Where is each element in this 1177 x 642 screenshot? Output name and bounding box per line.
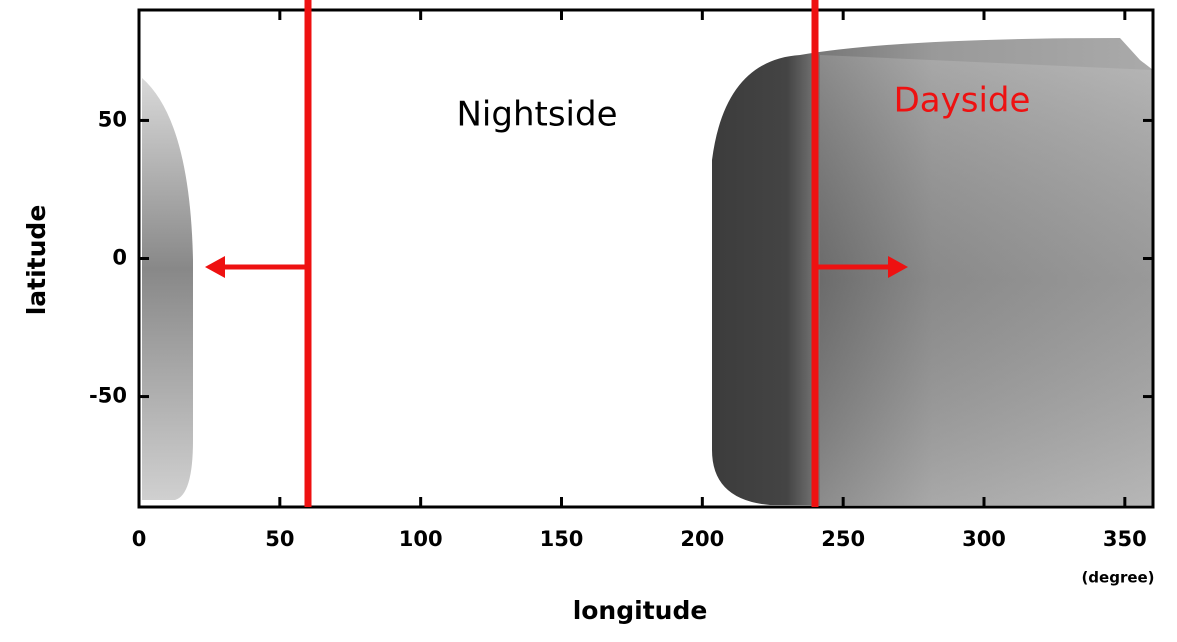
x-axis-label: longitude — [573, 596, 708, 625]
x-tick-label: 150 — [540, 527, 584, 551]
dayside-label: Dayside — [894, 81, 1031, 121]
x-tick-label: 300 — [962, 527, 1006, 551]
x-tick-label: 0 — [132, 527, 147, 551]
x-tick-label: 250 — [821, 527, 865, 551]
x-tick-label: 200 — [680, 527, 724, 551]
dayside-shading — [820, 55, 1153, 505]
y-axis-label: latitude — [22, 205, 51, 316]
nightside-edge-region — [142, 78, 193, 500]
x-tick-label: 100 — [399, 527, 443, 551]
y-tick-label: -50 — [89, 384, 127, 408]
arrow-left-head — [205, 256, 225, 278]
x-tick-label: 50 — [265, 527, 294, 551]
figure: longitude (degree) latitude Nightside Da… — [0, 0, 1177, 638]
x-axis-unit: (degree) — [1081, 569, 1154, 587]
nightside-label: Nightside — [456, 95, 617, 135]
x-tick-label: 350 — [1103, 527, 1147, 551]
y-tick-label: 0 — [112, 246, 127, 270]
y-tick-label: 50 — [98, 107, 127, 131]
